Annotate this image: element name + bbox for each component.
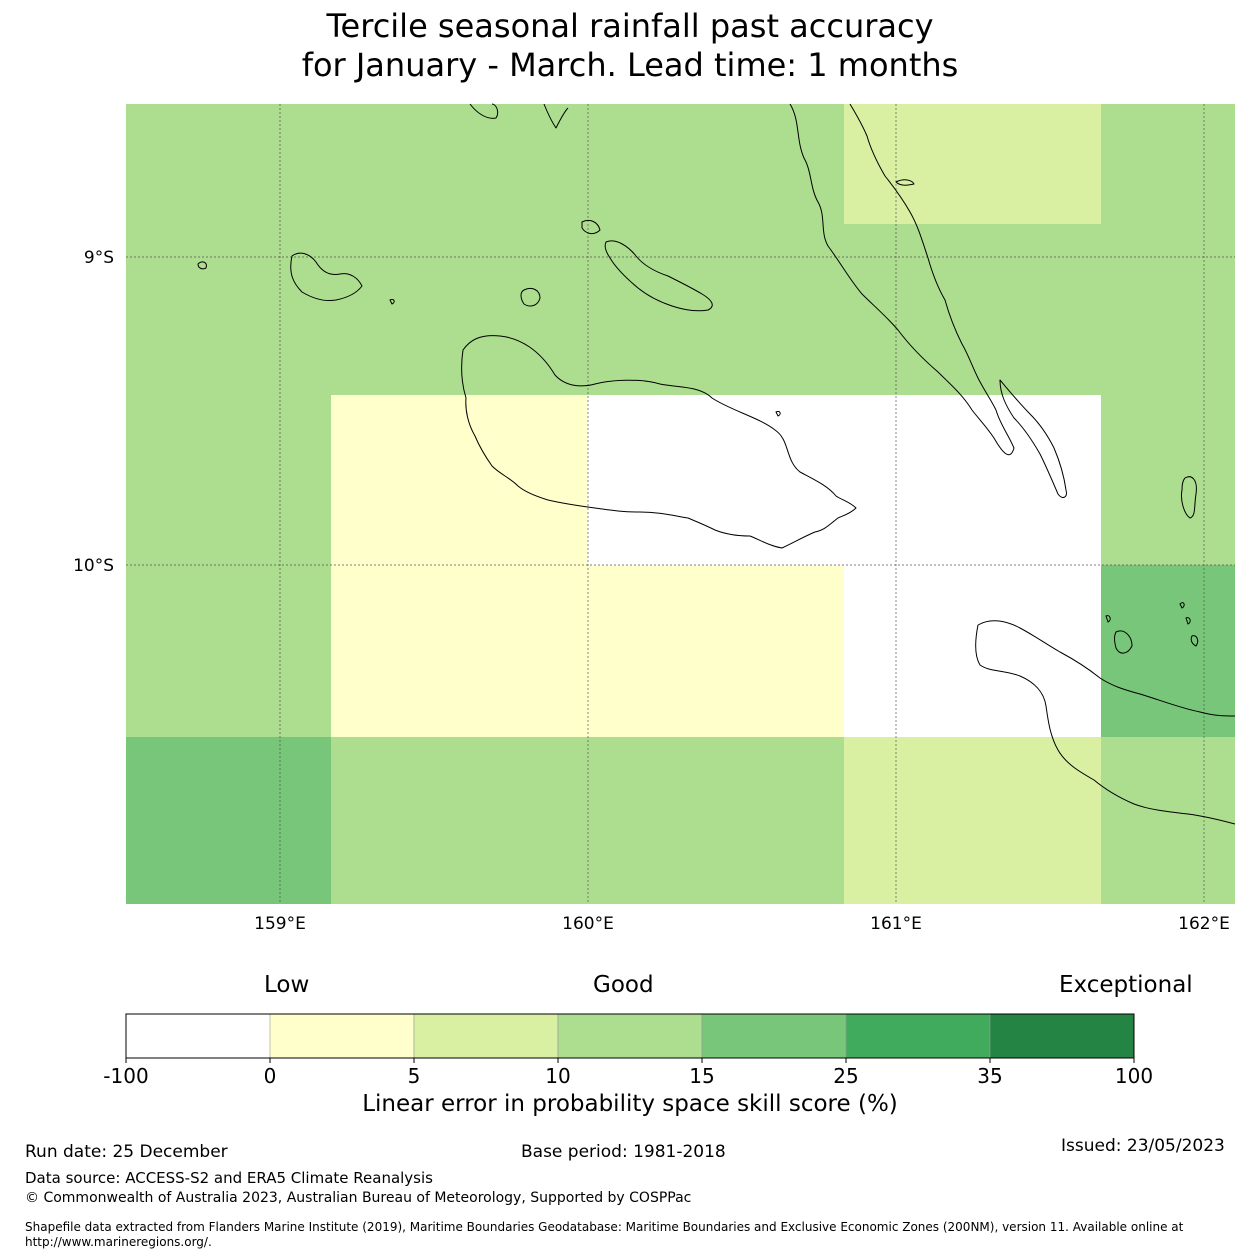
skill-cell (331, 737, 844, 904)
skill-cell (1101, 565, 1235, 737)
skill-cell (126, 104, 844, 224)
coastline-islet-6 (775, 411, 781, 417)
skill-cell (331, 395, 588, 737)
lat-label-9s: 9°S (84, 248, 114, 268)
skill-cell (844, 104, 1101, 224)
colorbar-segment (413, 1013, 559, 1059)
colorbar-segment (701, 1013, 847, 1059)
skill-cell (1101, 395, 1235, 565)
colorbar-tick-label: 35 (977, 1064, 1002, 1088)
skill-cell (126, 224, 1235, 395)
colorbar-segment (845, 1013, 991, 1059)
coastline-russell-islands (290, 252, 363, 301)
chart-title-line2: for January - March. Lead time: 1 months (301, 46, 959, 84)
colorbar: -100 0 5 10 15 25 35 100 (103, 1013, 1153, 1088)
coastline-ngella-islet (581, 219, 601, 235)
coastline-north-islets-1 (469, 103, 499, 119)
coastline-islet-1 (1105, 615, 1111, 623)
colorbar-heading-low: Low (264, 972, 310, 998)
colorbar-frame (125, 1013, 1135, 1059)
issued-date: Issued: 23/05/2023 (1061, 1136, 1225, 1156)
colorbar-segment (989, 1013, 1135, 1059)
skill-cell (844, 737, 1101, 904)
coastline-malaita-north (999, 379, 1067, 498)
map-figure: 9°S 10°S 159°E 160°E 161°E 162°E (73, 103, 1236, 934)
colorbar-tick-label: 5 (408, 1064, 421, 1088)
lon-label-161e: 161°E (870, 914, 922, 934)
skill-cell (588, 565, 844, 737)
shapefile-credit-line2: http://www.marineregions.org/. (25, 1235, 212, 1249)
colorbar-tick-label: 0 (264, 1064, 277, 1088)
colorbar-tick-label: 25 (833, 1064, 858, 1088)
colorbar-tick-label: -100 (103, 1064, 148, 1088)
skill-cell (844, 565, 1101, 737)
colorbar-tick-label: 15 (689, 1064, 714, 1088)
colorbar-segment (557, 1013, 703, 1059)
colorbar-tick-label: 100 (1115, 1064, 1153, 1088)
coastlines (197, 103, 1236, 825)
colorbar-segment (126, 1014, 270, 1058)
coastline-small-islet-east (1181, 476, 1197, 519)
coastline-north-islets-2 (543, 103, 569, 129)
lon-label-162e: 162°E (1178, 914, 1230, 934)
coastline-makira (975, 620, 1236, 825)
base-period: Base period: 1981-2018 (521, 1142, 726, 1162)
colorbar-segment (269, 1013, 415, 1059)
coastline-ulawa (1114, 630, 1133, 654)
lon-label-159e: 159°E (254, 914, 306, 934)
colorbar-tick-label: 10 (545, 1064, 570, 1088)
copyright: © Commonwealth of Australia 2023, Austra… (25, 1190, 692, 1206)
colorbar-heading-exceptional: Exceptional (1059, 972, 1193, 998)
skill-cell (1101, 104, 1235, 224)
coastline-west-islet (197, 261, 207, 270)
coastline-savo (520, 287, 541, 307)
coastline-islet-5 (895, 179, 915, 186)
data-source: Data source: ACCESS-S2 and ERA5 Climate … (25, 1169, 433, 1187)
skill-cell (126, 737, 331, 904)
lon-label-160e: 160°E (562, 914, 614, 934)
coastline-islet-3 (1185, 617, 1191, 625)
skill-cell (1101, 737, 1235, 904)
colorbar-heading-good: Good (593, 972, 654, 998)
run-date: Run date: 25 December (25, 1142, 228, 1162)
coastline-santa-isabel (789, 103, 1015, 456)
colorbar-label: Linear error in probability space skill … (362, 1091, 898, 1117)
skill-cell (588, 395, 1101, 565)
skill-grid (126, 104, 1235, 904)
lat-label-10s: 10°S (73, 556, 114, 576)
chart-title-line1: Tercile seasonal rainfall past accuracy (326, 7, 934, 45)
coastline-islet-7 (389, 299, 395, 305)
coastline-florida-islands (604, 240, 713, 312)
skill-cell (126, 395, 331, 737)
coastline-islet-2 (1179, 602, 1185, 609)
shapefile-credit-line1: Shapefile data extracted from Flanders M… (25, 1220, 1184, 1234)
coastline-islet-4 (1190, 635, 1199, 647)
coastline-guadalcanal (461, 335, 857, 549)
